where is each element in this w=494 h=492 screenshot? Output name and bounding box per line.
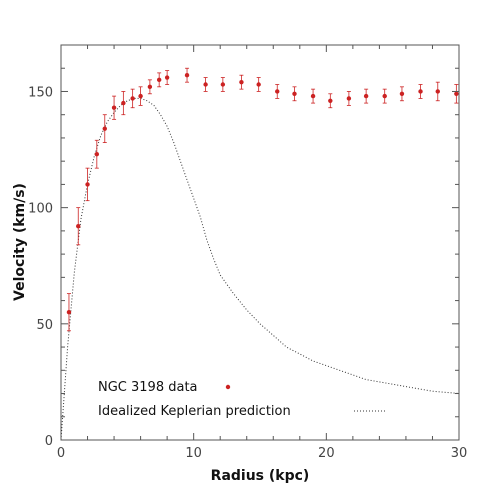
y-tick-label: 150: [28, 85, 53, 100]
legend-marker-data: [225, 384, 231, 390]
x-axis-label: Radius (kpc): [211, 468, 310, 484]
data-point: [382, 93, 387, 99]
data-point: [454, 91, 459, 96]
x-tick-label: 10: [185, 446, 202, 461]
data-point: [94, 152, 100, 157]
data-point: [328, 98, 333, 103]
legend-label-keplerian: Idealized Keplerian prediction: [98, 404, 291, 419]
data-point: [130, 96, 135, 101]
data-point: [76, 224, 81, 229]
data-point: [220, 82, 226, 87]
y-tick-group: 0 50 100 150: [28, 44, 459, 449]
x-tick-label: 0: [57, 446, 65, 461]
data-point: [239, 79, 244, 85]
x-tick-label: 30: [451, 446, 468, 461]
data-point: [346, 96, 352, 101]
data-point: [66, 310, 72, 315]
legend-label-data: NGC 3198 data: [98, 380, 198, 395]
data-point: [418, 89, 423, 94]
data-point: [111, 105, 117, 110]
y-tick-label: 0: [45, 434, 53, 449]
plot-axes: [60, 44, 460, 441]
data-point: [121, 100, 126, 106]
data-points-layer: [66, 67, 459, 332]
data-point: [435, 89, 440, 94]
data-point: [164, 75, 170, 80]
plot-frame: [60, 44, 460, 441]
data-point: [275, 89, 280, 94]
chart-legend: NGC 3198 data Idealized Keplerian predic…: [98, 380, 386, 419]
data-point: [310, 93, 316, 99]
data-point: [138, 93, 143, 99]
data-point: [399, 91, 405, 96]
data-point: [156, 77, 162, 83]
y-tick-label: 100: [28, 202, 53, 217]
data-point: [203, 82, 208, 87]
x-tick-label: 20: [318, 446, 335, 461]
y-axis-label: Velocity (km/s): [12, 183, 28, 301]
data-point: [184, 73, 190, 78]
data-point: [147, 84, 153, 90]
data-point: [363, 93, 369, 99]
data-point: [102, 126, 107, 131]
x-tick-group: 0 10 20 30: [57, 45, 467, 461]
data-point: [292, 91, 297, 96]
y-tick-label: 50: [36, 318, 53, 333]
data-point: [85, 182, 90, 187]
data-point: [256, 82, 261, 87]
